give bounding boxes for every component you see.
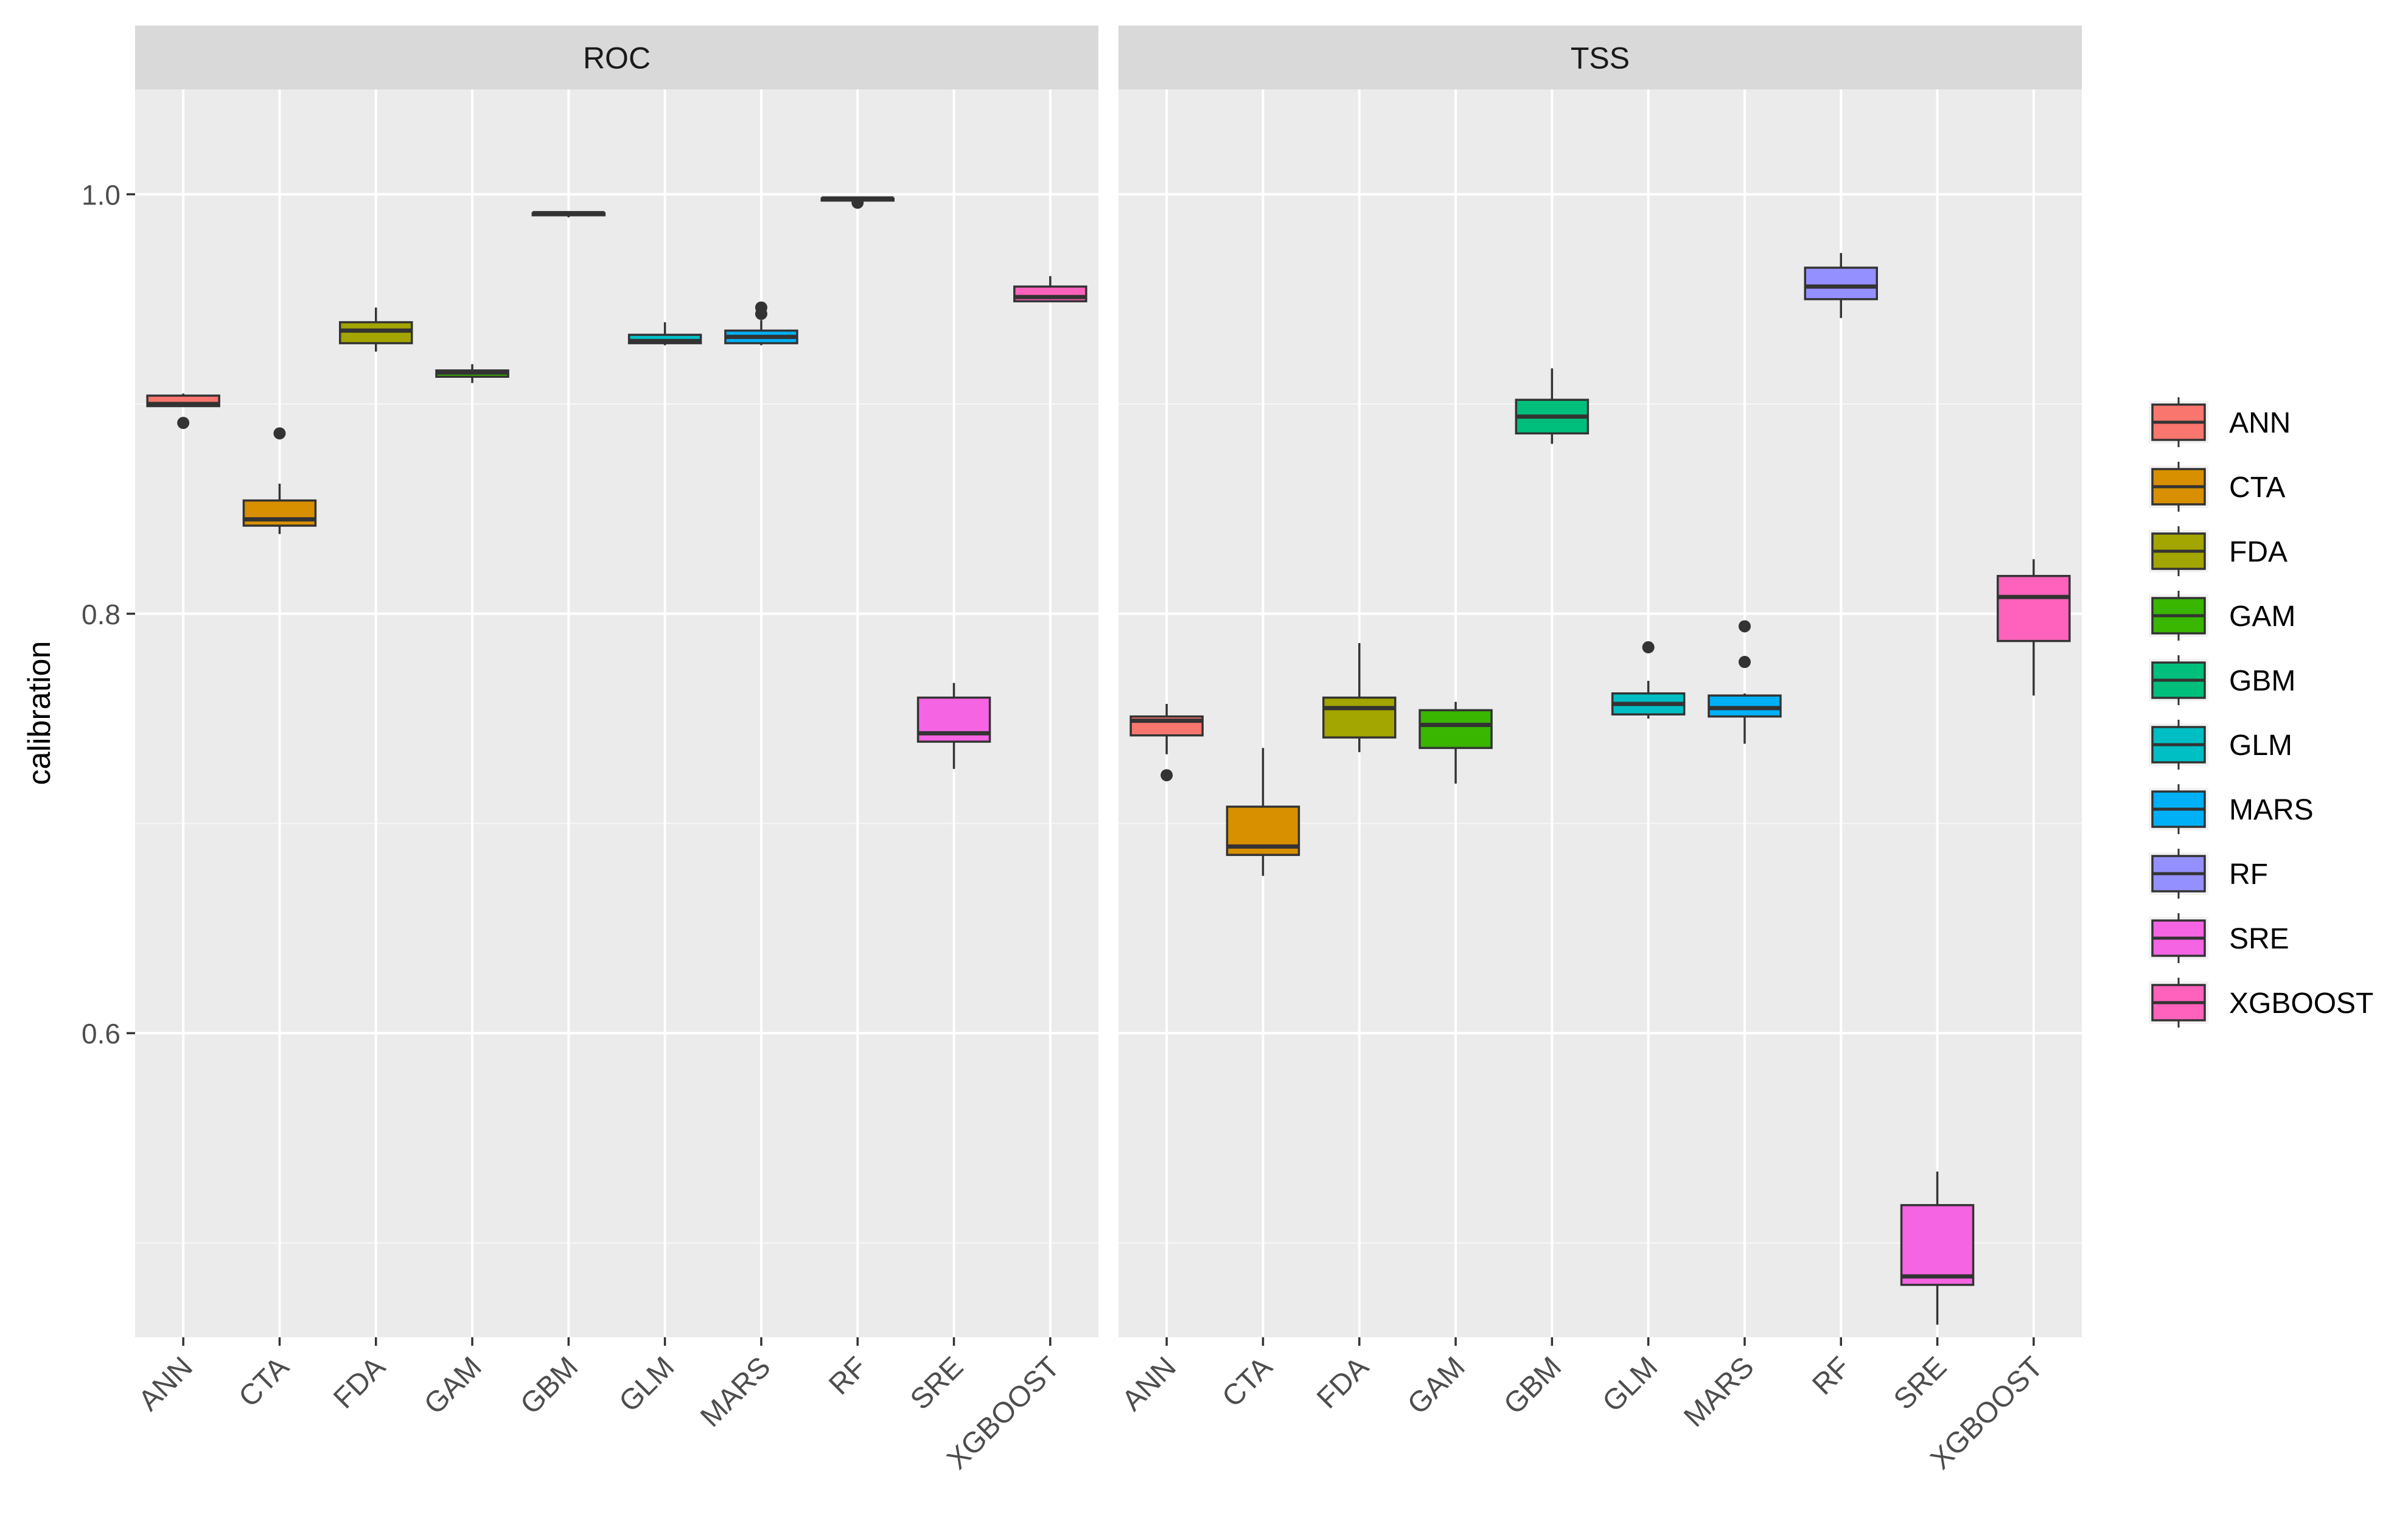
legend-label-mars: MARS bbox=[2229, 794, 2314, 826]
facet-strip-tss bbox=[1118, 26, 2082, 89]
facet-strip-roc bbox=[135, 26, 1098, 89]
legend-label-glm: GLM bbox=[2229, 729, 2292, 762]
legend-label-gam: GAM bbox=[2229, 600, 2295, 633]
legend-label-ann: ANN bbox=[2229, 407, 2291, 439]
outlier-point-mars bbox=[1738, 620, 1751, 633]
box-xgboost bbox=[1997, 574, 2071, 642]
outlier-point-ann bbox=[177, 417, 190, 430]
facet-title-roc: ROC bbox=[583, 41, 651, 75]
legend-label-cta: CTA bbox=[2229, 472, 2285, 504]
outlier-point-cta bbox=[273, 427, 286, 440]
y-tick-label: 0.6 bbox=[82, 1018, 120, 1049]
facet-title-tss: TSS bbox=[1571, 41, 1630, 75]
panel-background-tss bbox=[1118, 89, 2082, 1337]
outlier-point-mars bbox=[1738, 656, 1751, 669]
legend-label-xgboost: XGBOOST bbox=[2229, 987, 2373, 1020]
legend-label-fda: FDA bbox=[2229, 536, 2288, 568]
legend-label-gbm: GBM bbox=[2229, 665, 2295, 697]
outlier-point-rf bbox=[851, 197, 864, 209]
box-rf bbox=[1804, 266, 1878, 301]
y-tick-label: 0.8 bbox=[82, 599, 120, 630]
y-tick-label: 1.0 bbox=[82, 179, 120, 211]
y-axis-title: calibration bbox=[22, 641, 57, 785]
legend-label-sre: SRE bbox=[2229, 923, 2289, 955]
box-gam bbox=[1419, 709, 1493, 750]
box-cta bbox=[242, 499, 317, 527]
box-sre bbox=[1900, 1204, 1975, 1286]
legend-label-rf: RF bbox=[2229, 858, 2268, 891]
box-fda bbox=[1322, 696, 1397, 739]
outlier-point-ann bbox=[1160, 769, 1173, 782]
outlier-point-glm bbox=[1642, 641, 1655, 653]
outlier-point-mars bbox=[755, 301, 767, 314]
